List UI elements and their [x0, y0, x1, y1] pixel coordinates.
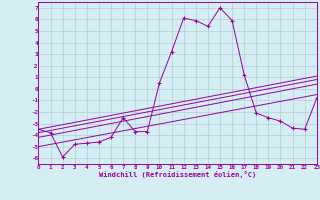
X-axis label: Windchill (Refroidissement éolien,°C): Windchill (Refroidissement éolien,°C): [99, 171, 256, 178]
